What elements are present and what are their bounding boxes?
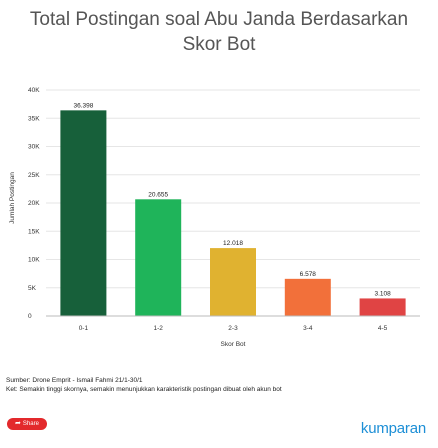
data-label: 6.578 — [300, 271, 317, 278]
source-note: Sumber: Drone Emprit - Ismail Fahmi 21/1… — [6, 377, 143, 384]
y-tick-label: 40K — [28, 87, 40, 94]
y-tick-label: 5K — [28, 285, 37, 292]
chart-footer: Sumber: Drone Emprit - Ismail Fahmi 21/1… — [6, 376, 282, 394]
y-tick-label: 15K — [28, 228, 40, 235]
share-label: Share — [22, 421, 39, 427]
y-tick-label: 25K — [28, 172, 40, 179]
y-tick-label: 20K — [28, 200, 40, 207]
bar-1-2 — [135, 199, 182, 316]
x-tick-label: 3-4 — [303, 325, 313, 332]
data-label: 12.018 — [223, 240, 243, 247]
share-button[interactable]: ➦ Share — [7, 418, 47, 430]
y-tick-label: 30K — [28, 144, 40, 151]
x-tick-label: 2-3 — [228, 325, 238, 332]
bar-0-1 — [60, 110, 107, 316]
x-tick-label: 4-5 — [378, 325, 388, 332]
explanation-note: Ket: Semakin tinggi skornya, semakin men… — [6, 386, 282, 393]
chart-title-line-2: Skor Bot — [182, 34, 256, 55]
data-label: 20.655 — [148, 191, 168, 198]
chart-title-line-1: Total Postingan soal Abu Janda Berdasark… — [29, 9, 409, 30]
bar-chart: 0 5K 10K 15K 20K 25K 30K 35K 40K Jumlah Postingan… — [9, 87, 420, 348]
share-icon: ➦ — [15, 420, 21, 427]
bar-4-5 — [359, 298, 406, 316]
data-label: 36.398 — [73, 102, 93, 109]
bar-2-3 — [210, 248, 256, 316]
brand-logo: kumparan — [360, 420, 426, 437]
y-axis-label: Jumlah Postingan — [9, 172, 16, 224]
bar-3-4 — [284, 278, 331, 316]
x-tick-label: 1-2 — [153, 325, 163, 332]
x-axis-label: Skor Bot — [221, 341, 246, 348]
y-tick-label: 10K — [28, 257, 40, 264]
x-tick-label: 0-1 — [79, 325, 89, 332]
y-tick-label: 0 — [28, 313, 32, 320]
chart-title: Total Postingan soal Abu Janda Berdasark… — [0, 7, 438, 57]
data-label: 3.108 — [374, 290, 391, 297]
y-tick-label: 35K — [28, 115, 40, 122]
